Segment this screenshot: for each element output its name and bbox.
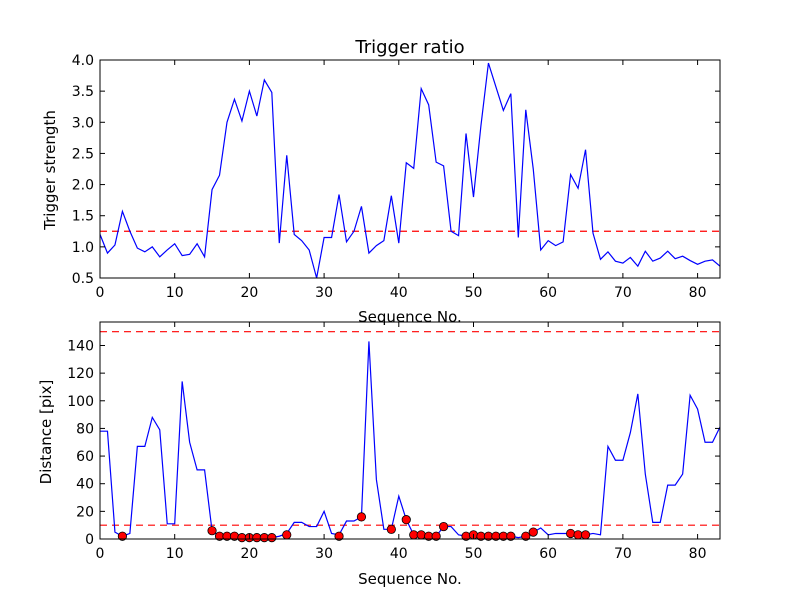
- plot-area: 0 10 20 30 40 50 60 70 80 0 20 40 60 80 100 120 140: [67, 321, 721, 562]
- y-tick-label: 0: [85, 532, 94, 548]
- y-tick-label: 60: [76, 449, 94, 465]
- y-tick-label: 2.5: [72, 146, 94, 162]
- x-tick-label: 50: [465, 285, 483, 301]
- x-tick-label: 20: [240, 285, 258, 301]
- y-tick-label: 100: [67, 394, 94, 410]
- x-tick-label: 10: [166, 285, 184, 301]
- axes-frame: [99, 59, 721, 279]
- y-axis-label: Distance [pix]: [37, 380, 55, 485]
- chart-title: Trigger ratio: [354, 37, 464, 58]
- x-tick-label: 0: [96, 546, 105, 562]
- data-point-marker: [566, 528, 576, 539]
- data-point-marker: [282, 530, 292, 540]
- y-tick-label: 140: [67, 338, 94, 354]
- y-tick-label: 120: [67, 366, 94, 382]
- data-point-marker: [439, 521, 449, 532]
- x-tick-label: 50: [465, 546, 483, 562]
- data-point-marker: [521, 531, 531, 541]
- x-tick-label: 0: [96, 285, 105, 301]
- x-axis-label: Sequence No.: [358, 570, 462, 588]
- data-point-marker: [267, 533, 277, 543]
- data-point-marker: [356, 512, 367, 522]
- data-point-marker: [207, 526, 217, 536]
- x-tick-label: 80: [689, 546, 707, 562]
- data-point-marker: [386, 524, 396, 534]
- series-line: [100, 341, 721, 539]
- y-tick-label: 1.5: [72, 209, 94, 225]
- y-tick-label: 0.5: [72, 271, 94, 287]
- y-tick-label: 2.0: [72, 178, 94, 194]
- y-tick-label: 1.0: [72, 240, 94, 256]
- data-point-marker: [334, 531, 344, 541]
- y-axis-label: Trigger strength: [41, 110, 59, 231]
- data-point-marker: [401, 515, 411, 525]
- x-tick-label: 30: [315, 285, 333, 301]
- x-tick-label: 10: [166, 546, 184, 562]
- data-point-marker: [431, 531, 441, 541]
- x-tick-label: 70: [614, 285, 632, 301]
- data-point-marker: [416, 530, 426, 540]
- distance-chart: Sequence No. Distance [pix] 0 10 20 30 40 50 6…: [37, 321, 721, 588]
- x-tick-label: 60: [539, 285, 557, 301]
- x-tick-label: 70: [614, 546, 632, 562]
- y-tick-label: 80: [76, 421, 94, 437]
- x-axis-label: Sequence No.: [358, 308, 462, 326]
- data-point-marker: [580, 530, 591, 540]
- data-point-marker: [117, 531, 128, 541]
- x-tick-label: 60: [539, 546, 557, 562]
- x-tick-label: 40: [390, 285, 408, 301]
- data-point-marker: [528, 527, 538, 537]
- x-tick-label: 30: [315, 546, 333, 562]
- trigger-ratio-chart: Trigger ratio Sequence No. Trigger stren…: [41, 37, 721, 326]
- series-line: [99, 62, 721, 279]
- y-tick-label: 3.0: [72, 115, 94, 131]
- y-tick-label: 4.0: [72, 53, 94, 69]
- x-tick-label: 80: [689, 285, 707, 301]
- y-tick-label: 20: [76, 504, 94, 520]
- y-tick-label: 3.5: [72, 84, 94, 100]
- axes-frame: [99, 321, 721, 540]
- x-tick-label: 40: [390, 546, 408, 562]
- data-point-marker: [506, 531, 516, 541]
- x-tick-label: 20: [240, 546, 258, 562]
- plot-area: 0 10 20 30 40 50 60 70 80 0.5 1.0 1.5 2.0 2.5 3.0 3.5 4.…: [72, 53, 721, 301]
- y-tick-label: 40: [76, 477, 94, 493]
